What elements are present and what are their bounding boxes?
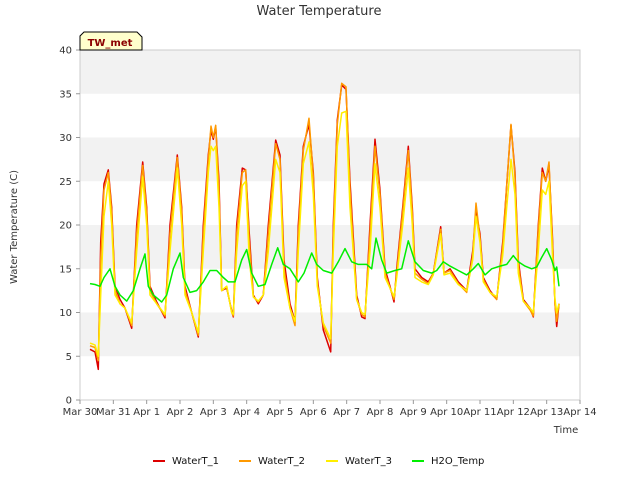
y-axis-ticks: 0 5 10 15 20 25 30 35 40 <box>59 46 80 407</box>
x-tick-label: Apr 1 <box>133 407 160 418</box>
y-tick-label: 30 <box>59 133 72 144</box>
x-tick-label: Apr 12 <box>497 407 530 418</box>
x-tick-label: Apr 11 <box>463 407 496 418</box>
x-tick-label: Mar 31 <box>96 407 131 418</box>
x-tick-label: Apr 14 <box>563 407 596 418</box>
x-tick-label: Apr 6 <box>300 407 327 418</box>
series-line-h2o-temp <box>89 237 560 303</box>
legend-label: WaterT_3 <box>345 456 392 467</box>
series-lines <box>89 82 560 371</box>
y-tick-label: 15 <box>59 264 72 275</box>
grid-band <box>80 137 580 182</box>
grid-band <box>80 225 580 269</box>
x-tick-label: Apr 13 <box>530 407 563 418</box>
legend-label: WaterT_2 <box>258 456 305 467</box>
y-tick-label: 25 <box>59 177 72 188</box>
legend-label: H2O_Temp <box>431 456 484 467</box>
series-line-watert-3 <box>89 110 560 358</box>
x-tick-label: Apr 2 <box>167 407 194 418</box>
y-tick-label: 20 <box>59 221 72 232</box>
y-tick-label: 0 <box>66 396 72 407</box>
y-tick-label: 10 <box>59 308 72 319</box>
x-axis-label: Time <box>553 425 578 436</box>
y-tick-label: 5 <box>66 352 72 363</box>
x-tick-label: Apr 10 <box>430 407 463 418</box>
x-tick-label: Apr 3 <box>200 407 227 418</box>
grid-band <box>80 356 580 400</box>
grid-band <box>80 50 580 94</box>
x-tick-label: Apr 4 <box>233 407 260 418</box>
grid-band <box>80 268 580 313</box>
chart-title: Water Temperature <box>257 4 382 19</box>
legend-label: WaterT_1 <box>172 456 219 467</box>
legend: WaterT_1 WaterT_2 WaterT_3 H2O_Temp <box>153 456 484 467</box>
x-tick-label: Apr 8 <box>367 407 394 418</box>
station-badge-text: TW_met <box>88 38 133 49</box>
y-axis-label: Water Temperature (C) <box>9 170 20 284</box>
station-badge-shape <box>79 31 143 51</box>
grid-bands <box>80 50 580 400</box>
x-tick-label: Apr 7 <box>333 407 360 418</box>
y-tick-label: 35 <box>59 89 72 100</box>
x-tick-label: Apr 5 <box>267 407 294 418</box>
x-tick-label: Apr 9 <box>400 407 427 418</box>
station-badge: TW_met <box>79 31 143 51</box>
y-tick-label: 40 <box>59 46 72 57</box>
x-tick-label: Mar 30 <box>63 407 98 418</box>
grid-band <box>80 181 580 225</box>
grid-band <box>80 93 580 138</box>
